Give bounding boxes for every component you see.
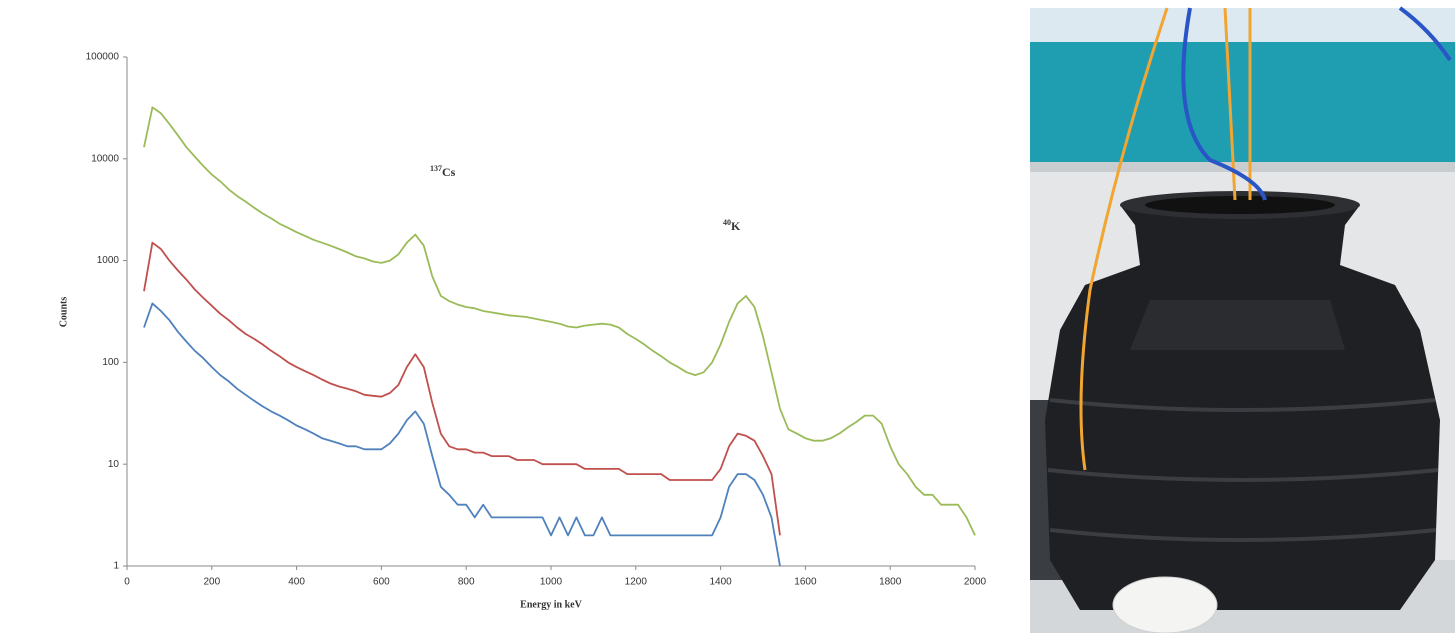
- photo-bucket: [1113, 577, 1217, 633]
- annotation-mass: 40: [723, 218, 731, 227]
- y-tick-label: 10000: [91, 153, 119, 164]
- x-tick-label: 0: [124, 577, 130, 588]
- x-tick-label: 1600: [794, 577, 817, 588]
- x-tick-label: 200: [203, 577, 220, 588]
- photo-tank-panel: [1130, 300, 1345, 350]
- y-tick-label: 100000: [86, 52, 120, 63]
- y-tick-label: 10: [108, 459, 120, 470]
- annotation-mass: 137: [430, 164, 442, 173]
- y-tick-label: 1000: [97, 255, 120, 266]
- x-tick-label: 400: [288, 577, 305, 588]
- y-tick-label: 100: [102, 357, 119, 368]
- annotation-element: Cs: [442, 165, 456, 179]
- y-tick-label: 1: [113, 561, 119, 572]
- x-tick-label: 1200: [625, 577, 648, 588]
- page: Energy in keV Counts 137Cs 40K 1 10 100 100…: [0, 0, 1455, 633]
- x-tick-label: 2000: [964, 577, 987, 588]
- x-tick-label: 1400: [709, 577, 732, 588]
- photo-window: [1030, 8, 1455, 42]
- annotation-element: K: [731, 219, 741, 233]
- x-tick-label: 600: [373, 577, 390, 588]
- x-tick-label: 1000: [540, 577, 563, 588]
- y-axis-label: Counts: [58, 297, 69, 328]
- x-tick-label: 800: [458, 577, 475, 588]
- photo-teal-band: [1030, 42, 1455, 162]
- photo-ledge: [1030, 162, 1455, 172]
- photo: [1030, 8, 1455, 633]
- x-axis-label: Energy in keV: [520, 599, 582, 610]
- x-tick-label: 1800: [879, 577, 902, 588]
- photo-tank-opening: [1145, 196, 1335, 214]
